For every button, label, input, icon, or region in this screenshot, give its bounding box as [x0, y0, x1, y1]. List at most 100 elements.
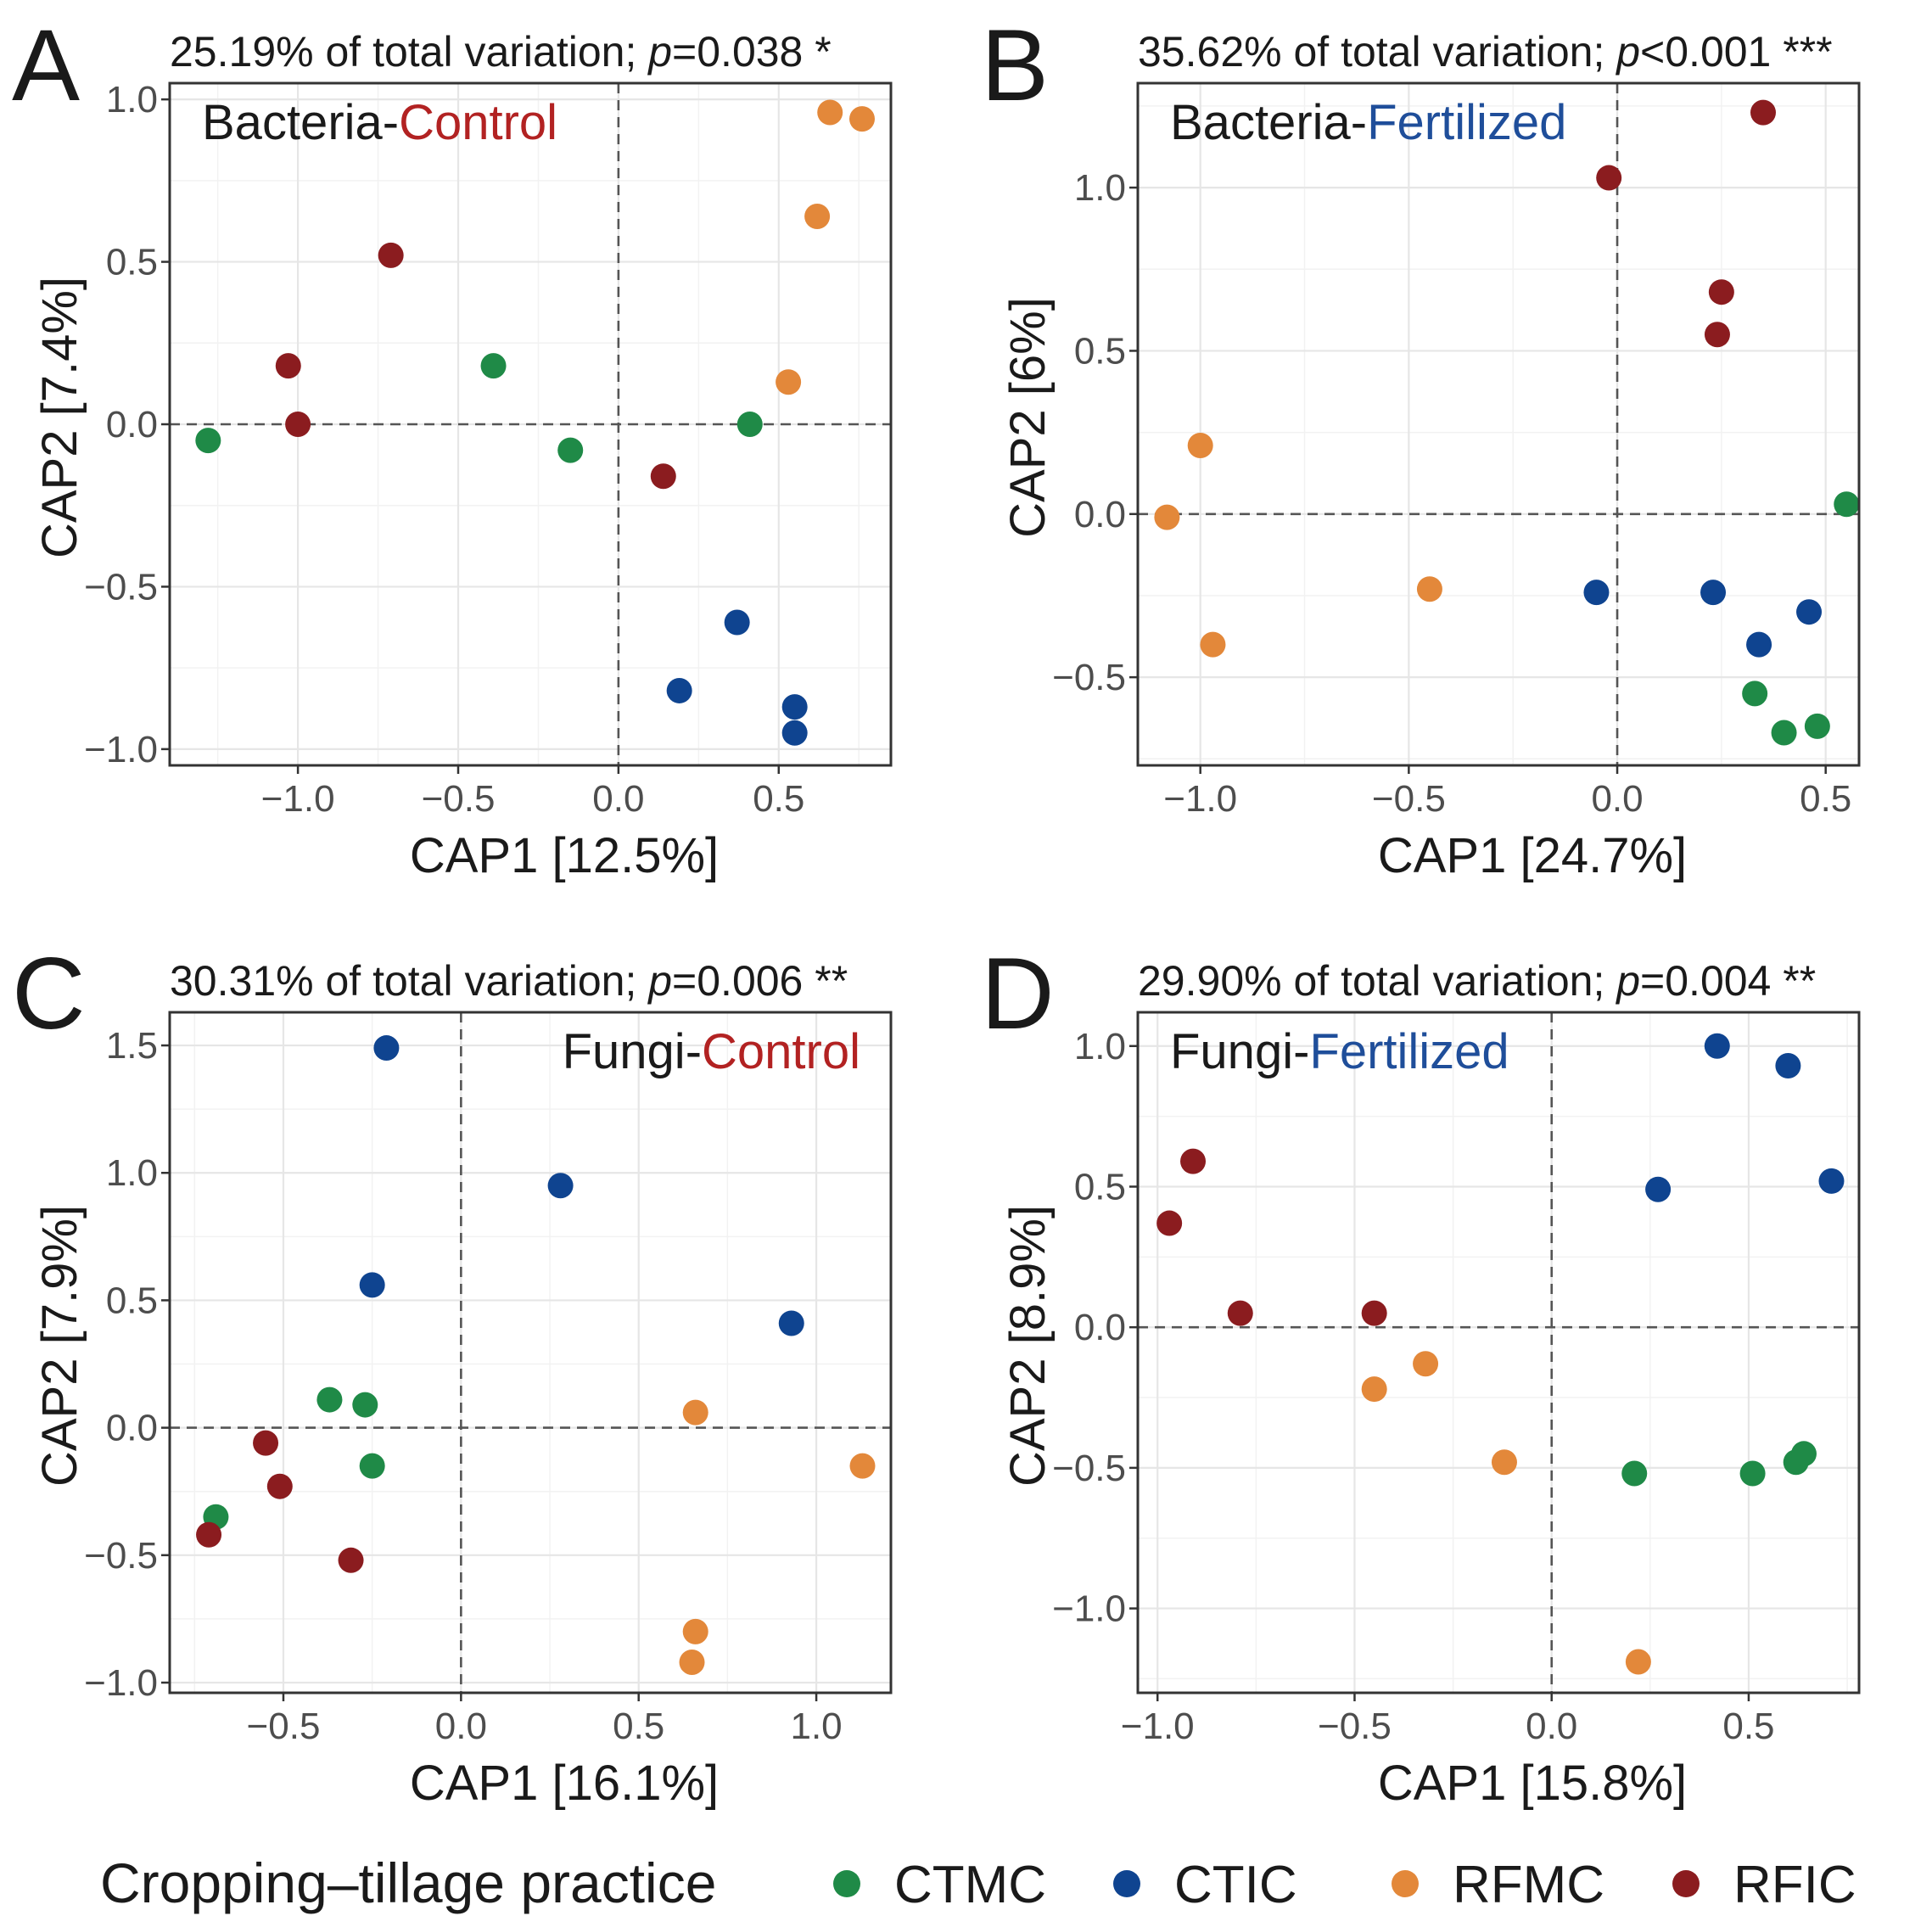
subtitle-text: 29.90% of total variation;	[1138, 957, 1616, 1005]
point-rfmc	[1416, 576, 1442, 602]
y-tick-label: 0.0	[106, 404, 158, 445]
point-ctic	[781, 694, 808, 720]
y-tick-label: 1.0	[1074, 167, 1126, 209]
x-tick-label: 0.5	[753, 778, 804, 820]
legend-title: Cropping–tillage practice	[100, 1851, 716, 1914]
point-ctmc	[1739, 1460, 1766, 1487]
inset-treatment: Fertilized	[1367, 95, 1566, 150]
inset-organism: Bacteria-	[202, 95, 399, 150]
panel-a: −1.0 −0.5 0.0 0.5 −1.0 −0.5 0.0 0.5 1.0 Bacteria-…	[12, 8, 893, 883]
point-ctic	[1746, 631, 1772, 658]
point-ctic	[373, 1035, 400, 1062]
point-rfic	[1227, 1300, 1253, 1326]
point-ctic	[724, 609, 750, 636]
y-tick-label: −1.0	[84, 729, 158, 770]
y-tick-label: −0.5	[1052, 657, 1126, 698]
y-axis-title: CAP2 [6%]	[1000, 297, 1056, 538]
subtitle-p: p	[647, 28, 672, 76]
plot-frame	[168, 81, 893, 767]
inset-treatment: Control	[702, 1024, 860, 1079]
point-rfic	[1156, 1210, 1183, 1236]
y-tick-label: 0.5	[106, 242, 158, 283]
point-ctic	[1775, 1052, 1801, 1078]
point-rfic	[1361, 1300, 1387, 1326]
point-ctmc	[480, 353, 507, 379]
inset-treatment: Fertilized	[1309, 1024, 1509, 1079]
inset-organism: Fungi-	[563, 1024, 702, 1079]
x-tick-label: 0.0	[1591, 778, 1643, 820]
inset-treatment: Control	[399, 95, 557, 150]
legend: Cropping–tillage practice CTMC CTIC RFMC RFI…	[100, 1851, 1856, 1914]
point-rfic	[1596, 165, 1622, 191]
point-rfmc	[679, 1649, 705, 1675]
point-ctic	[1818, 1168, 1845, 1194]
point-ctmc	[352, 1392, 378, 1418]
point-ctmc	[557, 437, 584, 463]
y-axis-title: CAP2 [7.4%]	[32, 277, 87, 558]
x-tick-label: −0.5	[1372, 778, 1446, 820]
x-axis-title: CAP1 [16.1%]	[410, 1756, 719, 1811]
x-tick-label: 0.5	[613, 1706, 664, 1747]
y-tick-label: 1.0	[1074, 1026, 1126, 1067]
legend-key-rfmc	[1392, 1870, 1419, 1897]
point-ctic	[359, 1272, 385, 1298]
y-tick-label: 1.5	[106, 1025, 158, 1067]
x-tick-label: −1.0	[1163, 778, 1237, 820]
panel-letter: C	[12, 937, 86, 1050]
point-rfmc	[1200, 631, 1226, 658]
y-tick-label: −0.5	[84, 566, 158, 608]
x-axis-title: CAP1 [12.5%]	[410, 828, 719, 883]
y-tick-label: 0.5	[106, 1280, 158, 1321]
point-ctmc	[1834, 491, 1860, 518]
panel-subtitle: 30.31% of total variation; p=0.006 **	[170, 957, 848, 1005]
inset-label: Fungi-Fertilized	[1170, 1024, 1509, 1079]
point-rfmc	[776, 369, 802, 395]
point-rfmc	[817, 99, 843, 126]
legend-key-ctic	[1113, 1870, 1140, 1897]
panel-subtitle: 29.90% of total variation; p=0.004 **	[1138, 957, 1816, 1005]
point-rfic	[253, 1430, 279, 1456]
point-rfic	[266, 1473, 293, 1499]
panel-b: −1.0 −0.5 0.0 0.5 −0.5 0.0 0.5 1.0 Bacteria-Fert…	[981, 8, 1861, 883]
panel-letter: A	[12, 8, 80, 122]
plot-background	[1138, 1012, 1859, 1693]
point-rfic	[1708, 279, 1734, 305]
panel-c: −0.5 0.0 0.5 1.0−1.0−0.50.00.51.01.5 Fungi-C…	[12, 937, 893, 1811]
subtitle-stat: <0.001 ***	[1640, 28, 1833, 76]
y-tick-label: 0.0	[106, 1408, 158, 1449]
subtitle-stat: =0.006 **	[672, 957, 848, 1005]
y-tick-label: 0.0	[1074, 1307, 1126, 1348]
point-rfic	[1704, 322, 1730, 348]
plot-frame	[1136, 1011, 1861, 1695]
inset-organism: Bacteria-	[1170, 95, 1367, 150]
x-tick-label: 0.0	[592, 778, 644, 820]
x-tick-label: 0.5	[1800, 778, 1851, 820]
point-ctic	[781, 720, 808, 746]
y-tick-label: −1.0	[1052, 1588, 1126, 1630]
subtitle-text: 30.31% of total variation;	[170, 957, 648, 1005]
x-axis-title: CAP1 [15.8%]	[1378, 1756, 1687, 1811]
subtitle-text: 25.19% of total variation;	[170, 28, 648, 76]
point-rfic	[285, 412, 311, 437]
x-tick-label: 0.0	[1526, 1706, 1577, 1747]
point-ctmc	[1771, 720, 1797, 746]
point-rfmc	[682, 1618, 708, 1644]
point-rfic	[1180, 1148, 1207, 1174]
y-tick-label: 1.0	[106, 1152, 158, 1194]
point-rfmc	[849, 1453, 876, 1479]
plot-frame	[168, 1011, 893, 1695]
plot-background	[1138, 83, 1859, 765]
y-axis-title: CAP2 [7.9%]	[32, 1205, 87, 1487]
x-tick-label: 0.5	[1722, 1706, 1774, 1747]
point-rfic	[196, 1521, 222, 1548]
panel-d: −1.0 −0.5 0.0 0.5 −1.0 −0.5 0.0 0.5 1.0 Fungi-Fer…	[981, 937, 1861, 1811]
point-ctic	[778, 1310, 804, 1336]
x-axis-title: CAP1 [24.7%]	[1378, 828, 1687, 883]
legend-label-ctmc: CTMC	[894, 1856, 1046, 1914]
point-rfmc	[1491, 1449, 1517, 1476]
point-ctmc	[1790, 1441, 1817, 1467]
point-ctic	[1704, 1033, 1730, 1059]
legend-key-rfic	[1672, 1870, 1700, 1897]
subtitle-stat: =0.038 *	[672, 28, 832, 76]
